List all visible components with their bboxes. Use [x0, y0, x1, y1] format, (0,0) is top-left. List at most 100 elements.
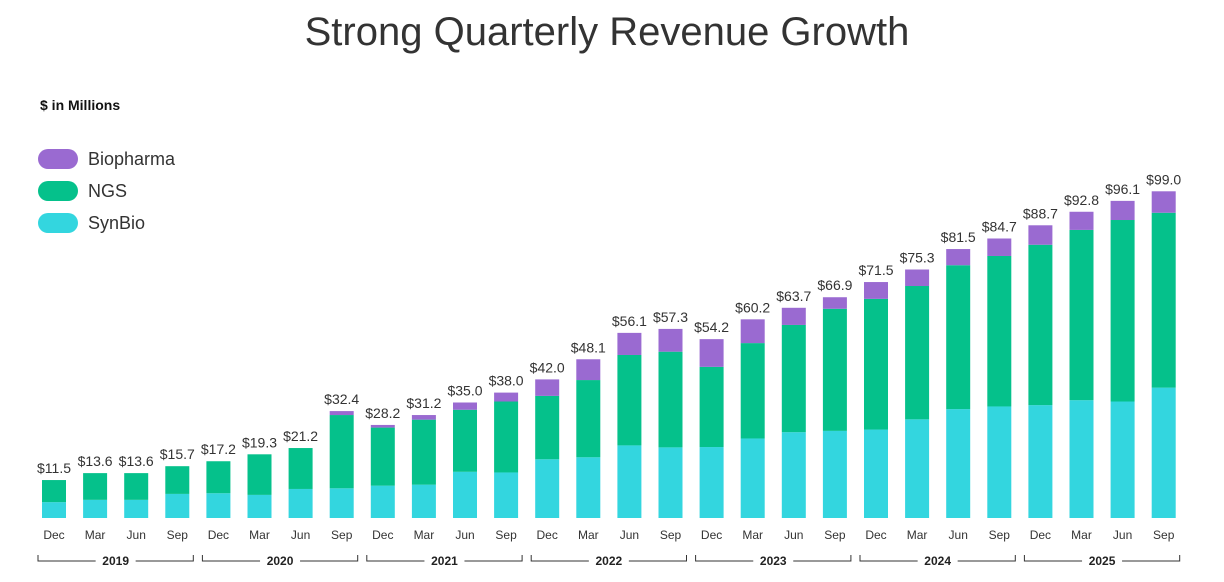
bar-segment-ngs — [576, 380, 601, 458]
x-tick-label: Mar — [249, 528, 270, 542]
bar-segment-ngs — [494, 401, 519, 473]
bar-total-label: $66.9 — [817, 277, 852, 293]
x-tick-label: Sep — [660, 528, 682, 542]
bar-segment-biopharma — [699, 339, 724, 367]
bar-segment-ngs — [946, 265, 971, 410]
bar-segment-biopharma — [781, 307, 806, 325]
year-bracket-right — [135, 555, 194, 562]
x-tick-label: Mar — [578, 528, 599, 542]
bar-segment-ngs — [987, 255, 1012, 407]
bar-segment-synbio — [617, 445, 642, 518]
legend-label-synbio: SynBio — [88, 212, 146, 233]
bar-segment-synbio — [1028, 405, 1053, 518]
x-tick-label: Dec — [43, 528, 64, 542]
legend-item-ngs: NGS — [38, 175, 175, 207]
x-tick-label: Sep — [331, 528, 353, 542]
bar-total-label: $28.2 — [365, 405, 400, 421]
bar-segment-synbio — [987, 406, 1012, 518]
bar-segment-ngs — [535, 395, 560, 460]
x-tick-label: Jun — [949, 528, 968, 542]
bar-segment-biopharma — [822, 297, 847, 309]
bar-segment-biopharma — [494, 392, 519, 402]
bar-segment-ngs — [124, 473, 149, 500]
bar-segment-synbio — [247, 494, 272, 518]
x-tick-label: Mar — [414, 528, 435, 542]
bar-total-label: $21.2 — [283, 428, 318, 444]
bar-segment-synbio — [1069, 400, 1094, 518]
legend-label-biopharma: Biopharma — [88, 148, 176, 169]
bar-segment-biopharma — [329, 411, 354, 416]
legend-swatch-synbio — [38, 213, 78, 233]
year-bracket-right — [793, 555, 852, 562]
bar-total-label: $17.2 — [201, 441, 236, 457]
x-tick-label: Jun — [291, 528, 310, 542]
bar-segment-ngs — [1151, 212, 1176, 388]
bar-segment-biopharma — [1110, 200, 1135, 221]
bar-total-label: $11.5 — [37, 460, 71, 476]
year-bracket-left — [695, 555, 754, 562]
bar-total-label: $13.6 — [78, 453, 113, 469]
year-label: 2021 — [431, 554, 458, 568]
bar-segment-synbio — [42, 502, 66, 518]
bar-total-label: $48.1 — [571, 339, 606, 355]
bar-segment-biopharma — [987, 238, 1012, 256]
legend: Biopharma NGS SynBio — [38, 143, 175, 239]
bar-segment-biopharma — [740, 319, 765, 344]
year-bracket-right — [628, 555, 687, 562]
x-tick-label: Dec — [1030, 528, 1051, 542]
bar-segment-synbio — [905, 419, 930, 518]
x-tick-label: Jun — [620, 528, 639, 542]
bar-segment-biopharma — [617, 332, 642, 355]
year-label: 2019 — [102, 554, 129, 568]
bar-total-label: $35.0 — [447, 383, 482, 399]
year-bracket-left — [530, 555, 589, 562]
bar-segment-ngs — [247, 454, 272, 495]
bar-segment-ngs — [165, 466, 190, 494]
x-tick-label: Mar — [742, 528, 763, 542]
bar-segment-synbio — [370, 485, 395, 518]
year-label: 2023 — [760, 554, 787, 568]
x-tick-label: Jun — [1113, 528, 1132, 542]
x-tick-label: Jun — [455, 528, 474, 542]
year-bracket-left — [37, 555, 96, 562]
bar-total-label: $13.6 — [119, 453, 154, 469]
bar-segment-ngs — [1110, 220, 1135, 402]
bar-total-label: $56.1 — [612, 313, 647, 329]
bar-segment-synbio — [576, 457, 601, 518]
x-tick-label: Sep — [1153, 528, 1175, 542]
year-bracket-right — [464, 555, 523, 562]
legend-label-ngs: NGS — [88, 180, 128, 201]
year-bracket-left — [366, 555, 425, 562]
bar-segment-ngs — [206, 461, 231, 494]
bar-segment-synbio — [781, 432, 806, 518]
x-tick-label: Jun — [784, 528, 803, 542]
bar-segment-synbio — [1151, 387, 1176, 518]
bar-total-label: $54.2 — [694, 319, 729, 335]
bar-segment-ngs — [699, 366, 724, 448]
bar-total-label: $88.7 — [1023, 205, 1058, 221]
year-bracket-left — [859, 555, 918, 562]
bar-segment-ngs — [822, 308, 847, 431]
bar-segment-biopharma — [576, 359, 601, 381]
bar-segment-biopharma — [1151, 191, 1176, 213]
bar-segment-synbio — [658, 447, 683, 518]
bar-segment-ngs — [453, 409, 477, 472]
year-label: 2024 — [924, 554, 951, 568]
bar-total-label: $99.0 — [1146, 171, 1181, 187]
bar-segment-ngs — [1069, 229, 1094, 401]
bar-segment-biopharma — [1028, 225, 1053, 245]
bar-total-label: $15.7 — [160, 446, 195, 462]
bar-segment-biopharma — [864, 282, 888, 299]
x-tick-label: Sep — [824, 528, 846, 542]
legend-swatch-biopharma — [38, 149, 78, 169]
bar-total-label: $38.0 — [489, 373, 524, 389]
bar-segment-ngs — [370, 427, 395, 486]
bar-total-label: $81.5 — [941, 229, 976, 245]
bar-segment-synbio — [740, 438, 765, 518]
bar-segment-biopharma — [658, 328, 683, 352]
x-tick-label: Dec — [208, 528, 229, 542]
year-bracket-right — [957, 555, 1016, 562]
bar-total-label: $96.1 — [1105, 181, 1140, 197]
bar-segment-synbio — [165, 493, 190, 518]
